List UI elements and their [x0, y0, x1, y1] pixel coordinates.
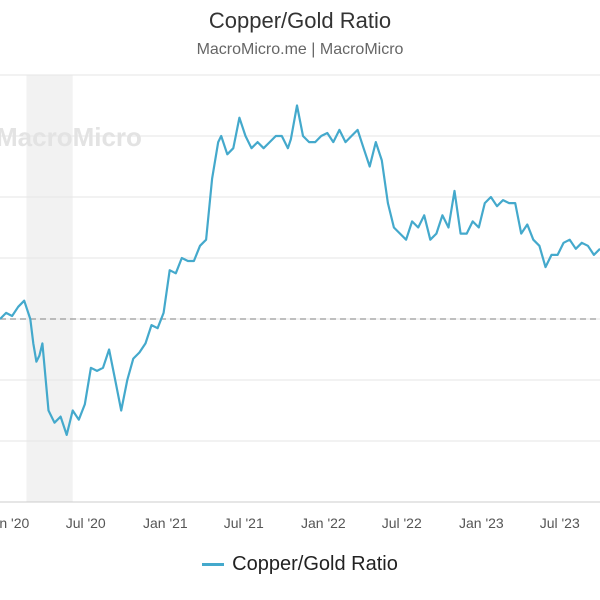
- chart-title: Copper/Gold Ratio: [208, 8, 392, 33]
- x-tick-label: Jul '20: [66, 515, 106, 531]
- x-tick-label: Jan '22: [301, 515, 346, 531]
- series-line: [0, 104, 600, 436]
- legend-label: Copper/Gold Ratio: [232, 553, 398, 575]
- x-tick-label: Jan '21: [143, 515, 188, 531]
- x-tick-label: Jan '20: [0, 515, 29, 531]
- legend-swatch: [202, 563, 225, 566]
- x-tick-label: Jul '21: [224, 515, 264, 531]
- watermark-text: MacroMicro: [0, 122, 142, 152]
- x-tick-label: Jul '23: [540, 515, 580, 531]
- chart-subtitle: MacroMicro.me | MacroMicro: [196, 41, 404, 58]
- legend[interactable]: Copper/Gold Ratio: [0, 553, 600, 576]
- x-tick-label: Jul '22: [382, 515, 422, 531]
- x-tick-label: Jan '23: [459, 515, 504, 531]
